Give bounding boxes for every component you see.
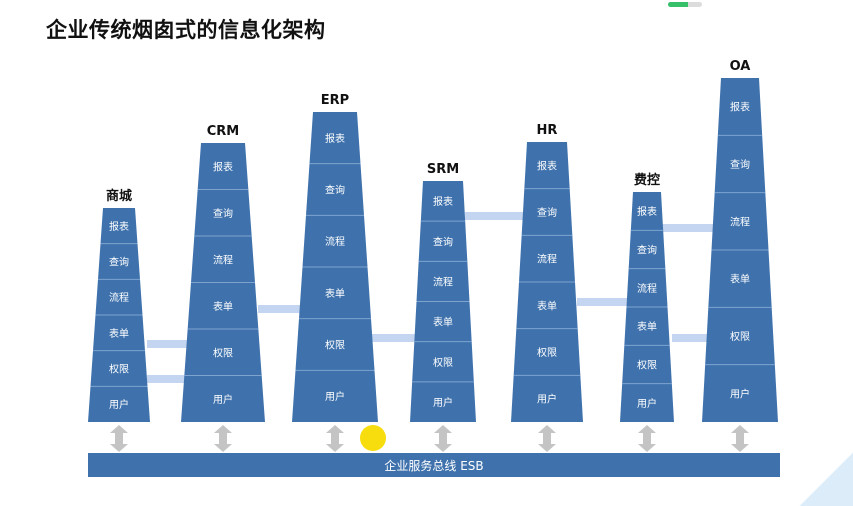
layer-label: 报表 bbox=[730, 101, 750, 114]
layer-label: 表单 bbox=[730, 273, 750, 286]
system-name: HR bbox=[537, 123, 558, 138]
bidirectional-arrow-icon bbox=[434, 425, 452, 452]
layer-label: 表单 bbox=[537, 299, 557, 312]
layer-label: 权限 bbox=[730, 330, 750, 343]
arrows-layer bbox=[110, 425, 749, 452]
bidirectional-arrow-icon bbox=[638, 425, 656, 452]
bidirectional-arrow-icon bbox=[538, 425, 556, 452]
system-name: ERP bbox=[321, 93, 349, 108]
system-name: SRM bbox=[427, 162, 459, 177]
towers-layer: 报表查询流程表单权限用户商城报表查询流程表单权限用户CRM报表查询流程表单权限用… bbox=[88, 59, 778, 422]
layer-label: 报表 bbox=[213, 160, 233, 173]
layer-label: 用户 bbox=[325, 390, 345, 403]
pointer-highlight-dot bbox=[360, 425, 386, 451]
layer-label: 权限 bbox=[433, 356, 453, 369]
layer-label: 用户 bbox=[637, 397, 657, 410]
layer-label: 表单 bbox=[109, 327, 129, 340]
layer-label: 流程 bbox=[325, 235, 345, 248]
connector-band bbox=[258, 305, 300, 313]
system-name: 商城 bbox=[106, 188, 132, 204]
bidirectional-arrow-icon bbox=[110, 425, 128, 452]
bidirectional-arrow-icon bbox=[214, 425, 232, 452]
connector-band bbox=[147, 340, 187, 348]
layer-label: 流程 bbox=[433, 275, 453, 288]
system-name: OA bbox=[730, 59, 751, 74]
layer-label: 报表 bbox=[109, 220, 129, 233]
layer-label: 权限 bbox=[325, 339, 345, 352]
bidirectional-arrow-icon bbox=[731, 425, 749, 452]
layer-label: 查询 bbox=[537, 206, 557, 219]
bidirectional-arrow-icon bbox=[326, 425, 344, 452]
layer-label: 流程 bbox=[637, 282, 657, 295]
layer-label: 权限 bbox=[109, 363, 129, 376]
esb-layer: 企业服务总线 ESB bbox=[88, 453, 780, 477]
layer-label: 查询 bbox=[433, 235, 453, 248]
layer-label: 表单 bbox=[213, 300, 233, 313]
layer-label: 表单 bbox=[433, 316, 453, 329]
layer-label: 流程 bbox=[730, 215, 750, 228]
layer-label: 权限 bbox=[637, 359, 657, 372]
connector-band bbox=[147, 375, 187, 383]
connector-band bbox=[672, 334, 708, 342]
layer-label: 表单 bbox=[325, 287, 345, 300]
layer-label: 查询 bbox=[637, 244, 657, 257]
connector-band bbox=[465, 212, 528, 220]
layer-label: 查询 bbox=[109, 256, 129, 269]
layer-label: 查询 bbox=[213, 207, 233, 220]
layer-label: 用户 bbox=[537, 393, 557, 406]
layer-label: 用户 bbox=[213, 393, 233, 406]
layer-label: 报表 bbox=[637, 205, 657, 218]
layer-label: 权限 bbox=[537, 346, 557, 359]
layer-label: 流程 bbox=[213, 253, 233, 266]
system-name: 费控 bbox=[634, 172, 660, 188]
layer-label: 表单 bbox=[637, 320, 657, 333]
connector-band bbox=[577, 298, 628, 306]
connector-band bbox=[372, 334, 415, 342]
system-name: CRM bbox=[207, 124, 240, 139]
connector-band bbox=[662, 224, 713, 232]
layer-label: 权限 bbox=[213, 346, 233, 359]
layer-label: 流程 bbox=[109, 291, 129, 304]
esb-bus-label: 企业服务总线 ESB bbox=[384, 458, 483, 473]
layer-label: 查询 bbox=[730, 158, 750, 171]
layer-label: 用户 bbox=[433, 396, 453, 409]
layer-label: 用户 bbox=[109, 398, 129, 411]
corner-decoration bbox=[793, 446, 853, 506]
layer-label: 报表 bbox=[537, 159, 557, 172]
layer-label: 报表 bbox=[433, 195, 453, 208]
layer-label: 查询 bbox=[325, 184, 345, 197]
layer-label: 流程 bbox=[537, 253, 557, 266]
layer-label: 报表 bbox=[325, 132, 345, 145]
layer-label: 用户 bbox=[730, 387, 750, 400]
